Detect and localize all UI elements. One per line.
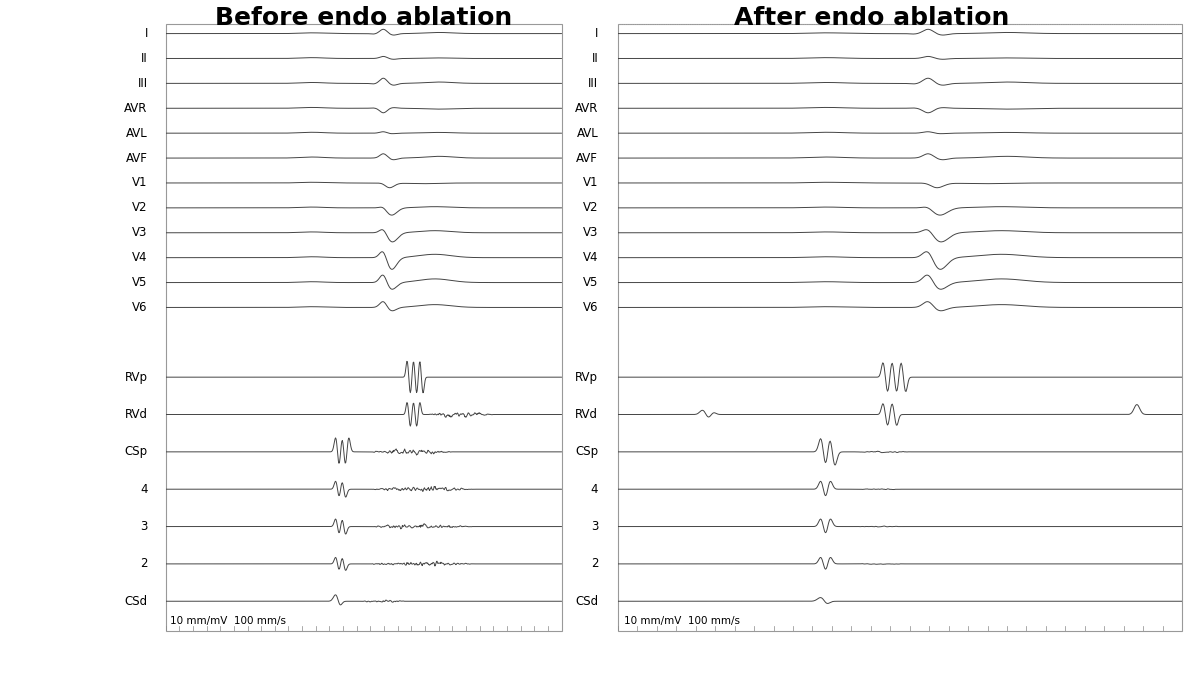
Text: V6: V6 — [583, 301, 599, 314]
Text: AVR: AVR — [575, 102, 599, 115]
Text: V2: V2 — [132, 201, 148, 215]
Text: V4: V4 — [583, 251, 599, 264]
Text: I: I — [595, 27, 599, 40]
Text: I: I — [144, 27, 148, 40]
Text: V4: V4 — [132, 251, 148, 264]
Text: 10 mm/mV  100 mm/s: 10 mm/mV 100 mm/s — [169, 616, 286, 626]
Text: CSd: CSd — [575, 595, 599, 608]
Text: 10 mm/mV  100 mm/s: 10 mm/mV 100 mm/s — [624, 616, 739, 626]
Text: V3: V3 — [583, 226, 599, 239]
Text: AVF: AVF — [126, 152, 148, 165]
Text: AVF: AVF — [576, 152, 599, 165]
Text: 2: 2 — [140, 558, 148, 570]
Text: 3: 3 — [140, 520, 148, 533]
Text: CSp: CSp — [575, 446, 599, 458]
Text: III: III — [588, 77, 599, 90]
Text: Before endo ablation: Before endo ablation — [215, 6, 512, 30]
Text: CSp: CSp — [125, 446, 148, 458]
Text: AVL: AVL — [576, 127, 599, 140]
Text: II: II — [142, 52, 148, 65]
Text: III: III — [138, 77, 148, 90]
Text: 2: 2 — [590, 558, 599, 570]
Text: AVR: AVR — [125, 102, 148, 115]
Text: RVp: RVp — [575, 371, 599, 383]
Text: V6: V6 — [132, 301, 148, 314]
Text: V2: V2 — [583, 201, 599, 215]
Text: 4: 4 — [140, 483, 148, 495]
Text: II: II — [592, 52, 599, 65]
Text: After endo ablation: After endo ablation — [734, 6, 1009, 30]
Text: V1: V1 — [132, 176, 148, 190]
Bar — [618, 24, 1182, 631]
Bar — [166, 24, 562, 631]
Text: AVL: AVL — [126, 127, 148, 140]
Text: V3: V3 — [132, 226, 148, 239]
Text: CSd: CSd — [125, 595, 148, 608]
Text: RVd: RVd — [575, 408, 599, 421]
Text: 4: 4 — [590, 483, 599, 495]
Text: V5: V5 — [132, 276, 148, 289]
Text: 3: 3 — [590, 520, 599, 533]
Text: V5: V5 — [583, 276, 599, 289]
Text: V1: V1 — [583, 176, 599, 190]
Text: RVd: RVd — [125, 408, 148, 421]
Text: RVp: RVp — [125, 371, 148, 383]
